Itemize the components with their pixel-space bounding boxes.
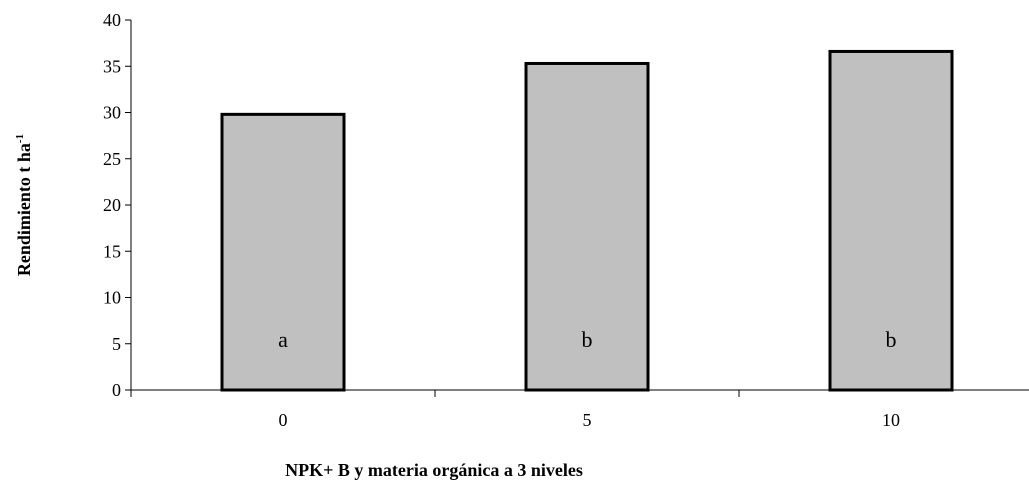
y-tick-label: 35 (103, 56, 121, 76)
x-axis-title: NPK+ B y materia orgánica a 3 niveles (285, 460, 583, 480)
x-tick-label: 10 (882, 410, 900, 430)
y-tick-label: 15 (103, 241, 121, 261)
y-axis-title-superscript: -1 (14, 134, 26, 143)
y-tick-label: 5 (112, 334, 121, 354)
y-tick-label: 20 (103, 195, 121, 215)
bar-significance-label: b (886, 327, 897, 352)
bar-5 (524, 61, 650, 392)
bars-group (220, 49, 954, 392)
y-tick-label: 30 (103, 103, 121, 123)
y-axis-title: Rendimiento t ha-1 (14, 134, 34, 276)
bar-significance-label: a (278, 327, 288, 352)
y-axis-title-text: Rendimiento t ha (14, 143, 34, 276)
y-tick-label: 25 (103, 149, 121, 169)
x-tick-label: 0 (279, 410, 288, 430)
y-ticks-group: 0 5 10 15 20 25 30 35 40 (103, 10, 131, 400)
bar-10 (828, 49, 954, 392)
y-tick-label: 40 (103, 10, 121, 30)
x-ticks-group: 0 5 10 (130, 390, 900, 430)
y-tick-label: 0 (112, 380, 121, 400)
bar-0 (220, 112, 346, 392)
y-tick-label: 10 (103, 288, 121, 308)
bar-significance-label: b (582, 327, 593, 352)
x-tick-label: 5 (583, 410, 592, 430)
